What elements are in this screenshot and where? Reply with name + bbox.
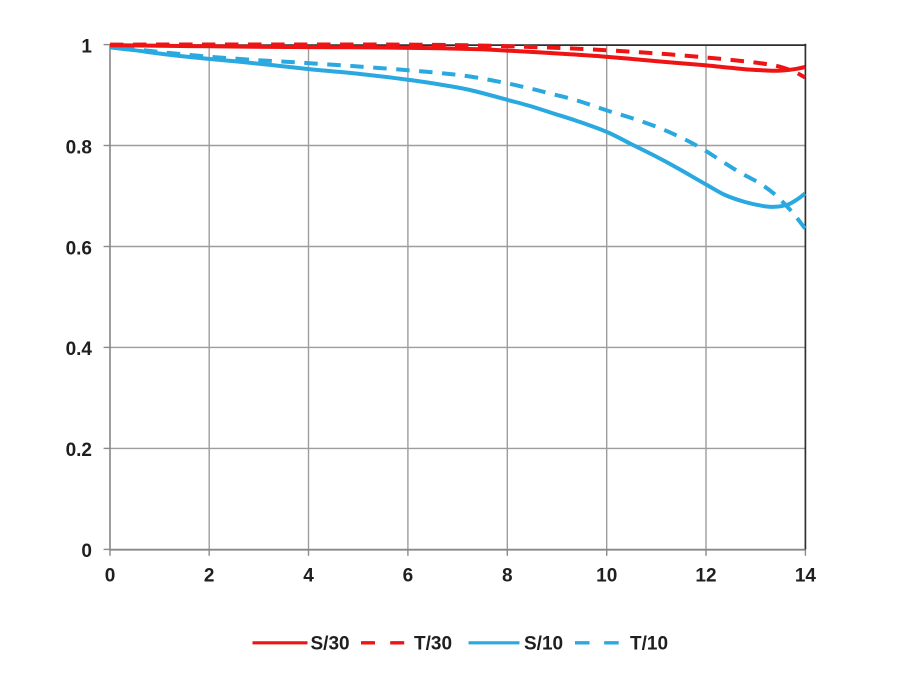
svg-text:14: 14 [795, 566, 817, 587]
svg-text:2: 2 [204, 566, 215, 587]
svg-text:6: 6 [403, 566, 414, 587]
svg-text:T/30: T/30 [414, 633, 452, 654]
svg-text:S/30: S/30 [311, 633, 350, 654]
svg-text:10: 10 [596, 566, 617, 587]
svg-text:12: 12 [695, 566, 716, 587]
svg-text:0.8: 0.8 [66, 137, 92, 158]
svg-text:0.6: 0.6 [66, 238, 92, 259]
svg-text:0: 0 [105, 566, 116, 587]
svg-text:0: 0 [81, 541, 92, 562]
svg-text:4: 4 [303, 566, 314, 587]
svg-text:0.2: 0.2 [66, 440, 92, 461]
svg-text:S/10: S/10 [524, 633, 563, 654]
svg-text:8: 8 [502, 566, 513, 587]
svg-text:T/10: T/10 [630, 633, 668, 654]
svg-text:0.4: 0.4 [66, 339, 93, 360]
svg-text:1: 1 [81, 36, 92, 57]
